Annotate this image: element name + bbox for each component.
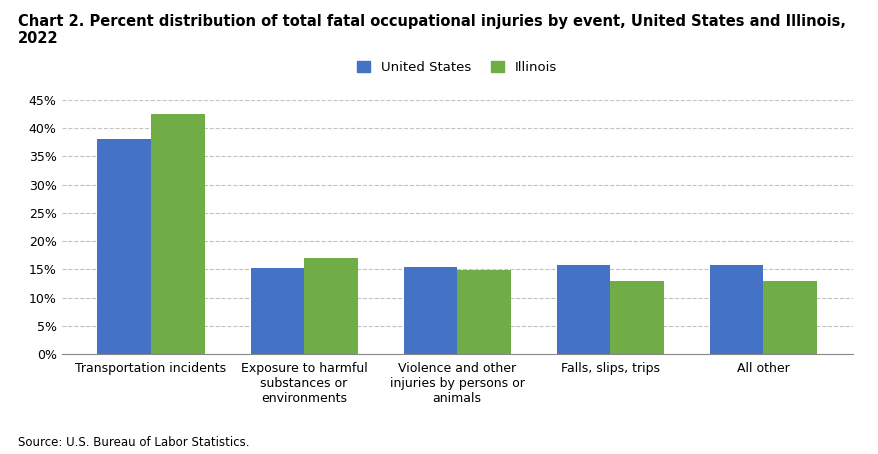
- Bar: [762, 281, 816, 354]
- Bar: [457, 270, 510, 354]
- Legend: United States, Illinois: United States, Illinois: [356, 61, 557, 74]
- Text: Chart 2. Percent distribution of total fatal occupational injuries by event, Uni: Chart 2. Percent distribution of total f…: [18, 14, 845, 46]
- Bar: [709, 265, 762, 354]
- Bar: [556, 265, 609, 354]
- Bar: [304, 258, 357, 354]
- Bar: [97, 139, 151, 354]
- Bar: [403, 267, 457, 354]
- Bar: [250, 268, 304, 354]
- Bar: [609, 281, 663, 354]
- Text: Source: U.S. Bureau of Labor Statistics.: Source: U.S. Bureau of Labor Statistics.: [18, 436, 248, 449]
- Bar: [151, 114, 205, 354]
